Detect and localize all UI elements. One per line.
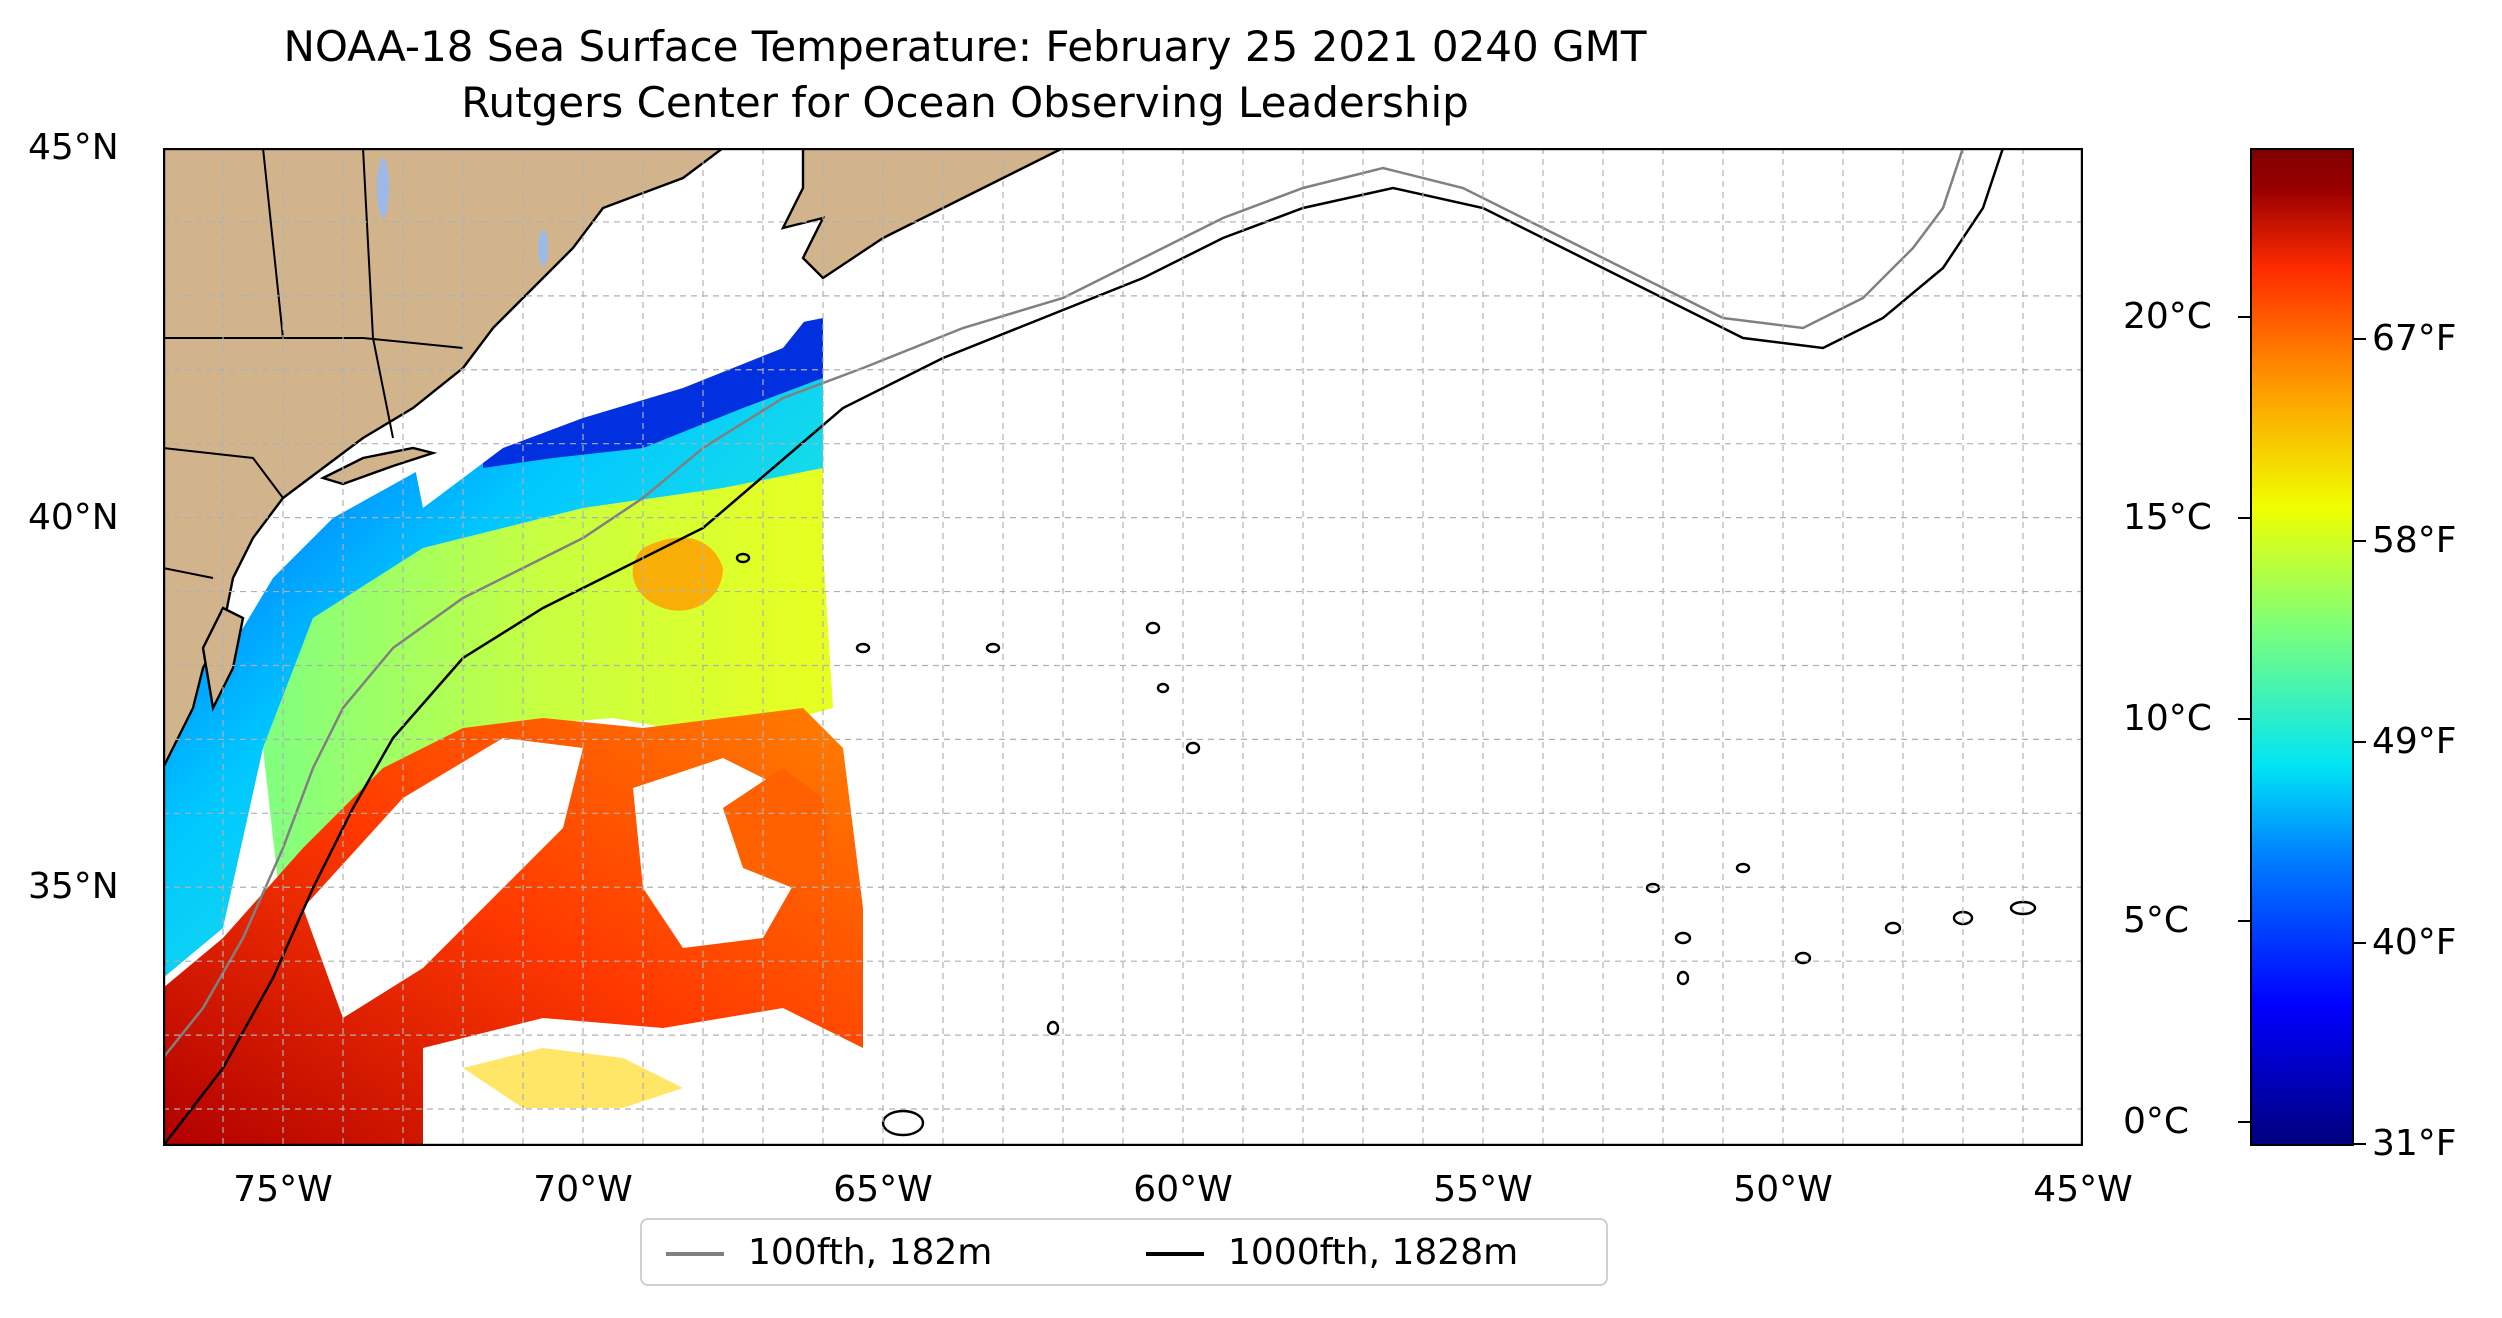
land	[163, 148, 1064, 769]
sst-shelf-water	[163, 328, 823, 978]
legend-line-1000fth	[1146, 1252, 1204, 1256]
sst-south-yellow	[463, 1048, 683, 1108]
map-border	[163, 148, 2083, 1146]
colorbar-celsius-label: 15°C	[2123, 497, 2212, 539]
colorbar-fahrenheit-tick	[2354, 942, 2366, 944]
colorbar-fahrenheit-label: 58°F	[2372, 519, 2457, 561]
lon-tick-label: 70°W	[533, 1169, 633, 1210]
legend-line-100fth	[666, 1252, 724, 1256]
lon-tick-label: 55°W	[1433, 1169, 1533, 1210]
chart-title: NOAA-18 Sea Surface Temperature: Februar…	[283, 22, 1647, 71]
gridlines	[163, 148, 2083, 1146]
colorbar-celsius-label: 5°C	[2123, 899, 2190, 941]
legend-label-100fth: 100fth, 182m	[748, 1232, 993, 1273]
isobath-100fth	[163, 148, 1965, 1059]
colorbar-fahrenheit-label: 31°F	[2372, 1123, 2457, 1165]
lon-tick-label: 45°W	[2033, 1169, 2133, 1210]
colorbar-celsius-tick	[2238, 718, 2250, 721]
colorbar-celsius-label: 20°C	[2123, 296, 2212, 338]
sst-warm-patch	[723, 768, 833, 888]
colorbar-fahrenheit-tick	[2354, 539, 2366, 542]
lon-tick-label: 60°W	[1133, 1169, 1233, 1210]
map-canvas	[163, 148, 2083, 1146]
lat-tick-label: 40°N	[28, 496, 119, 538]
colorbar-celsius-tick	[2238, 1120, 2250, 1123]
colorbar	[2250, 148, 2354, 1146]
colorbar-fahrenheit-tick	[2354, 338, 2366, 341]
colorbar-fahrenheit-label: 67°F	[2372, 318, 2457, 360]
land-mainland	[163, 148, 725, 769]
chart-subtitle: Rutgers Center for Ocean Observing Leade…	[461, 78, 1469, 127]
lat-tick-label: 45°N	[28, 127, 119, 168]
lon-tick-label: 75°W	[233, 1169, 333, 1210]
lat-tick-label: 35°N	[28, 866, 119, 908]
colorbar-celsius-tick	[2238, 517, 2250, 520]
cloud-mask-north	[403, 208, 823, 508]
colorbar-fahrenheit-label: 40°F	[2372, 922, 2457, 963]
colorbar-fahrenheit-tick	[2354, 740, 2366, 743]
land-nova-scotia	[780, 148, 1064, 280]
lakes	[377, 158, 548, 266]
lon-tick-label: 65°W	[833, 1169, 933, 1210]
isobath-1000fth	[163, 148, 2005, 1146]
sst-warm-eddy	[632, 537, 723, 611]
lon-tick-label: 50°W	[1733, 1169, 1833, 1210]
cloud-mask-south	[303, 738, 583, 1018]
sst-map	[163, 148, 2083, 1146]
colorbar-celsius-label: 10°C	[2123, 698, 2212, 740]
colorbar-celsius-label: 0°C	[2123, 1100, 2190, 1142]
colorbar-celsius-tick	[2238, 316, 2250, 319]
colorbar-fahrenheit-label: 49°F	[2372, 720, 2457, 762]
legend-label-1000fth: 1000fth, 1828m	[1228, 1232, 1519, 1273]
colorbar-celsius-tick	[2238, 919, 2250, 922]
colorbar-fahrenheit-tick	[2354, 1143, 2366, 1146]
legend: 100fth, 182m 1000fth, 1828m	[640, 1218, 1608, 1286]
seamounts	[735, 552, 2037, 1137]
state-boundaries	[163, 148, 464, 579]
